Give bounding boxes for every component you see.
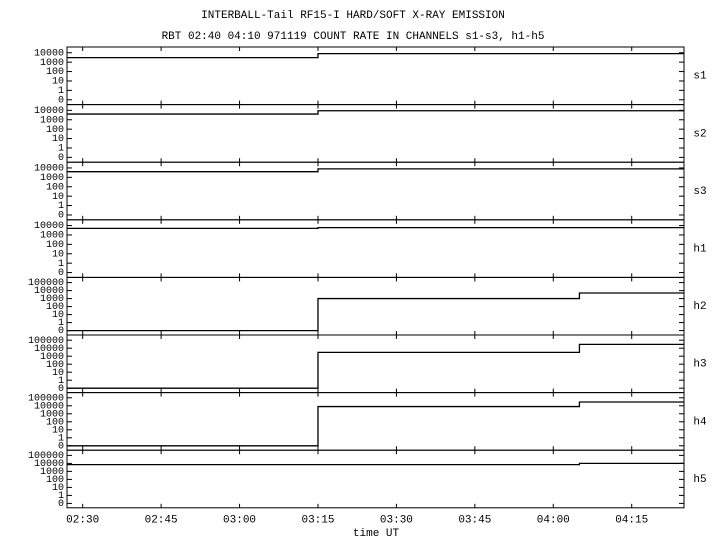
panel-frame — [66, 161, 685, 221]
y-tick-label: 1 — [58, 259, 64, 270]
y-tick-label: 100000 — [28, 278, 64, 289]
x-tick-label: 02:30 — [66, 515, 99, 527]
y-tick-label: 100 — [46, 360, 64, 371]
y-tick-label: 0 — [58, 499, 64, 510]
y-tick-label: 0 — [58, 268, 64, 279]
y-tick-label: 10000 — [34, 344, 64, 355]
y-tick-label: 1000 — [40, 467, 64, 478]
y-tick-label: 10000 — [34, 459, 64, 470]
panel-frame — [66, 104, 685, 163]
y-tick-label: 0 — [58, 153, 64, 164]
y-tick-label: 0 — [58, 211, 64, 222]
y-tick-label: 100 — [46, 67, 64, 78]
y-tick-label: 10 — [52, 134, 64, 145]
y-tick-label: 100 — [46, 240, 64, 251]
y-tick-label: 1 — [58, 144, 64, 155]
x-tick-label: 04:15 — [615, 515, 648, 527]
y-tick-label: 1000 — [40, 115, 64, 126]
y-tick-label: 0 — [58, 384, 64, 395]
y-tick-label: 100 — [46, 182, 64, 193]
y-tick-label: 1 — [58, 433, 64, 444]
y-tick-label: 10 — [52, 77, 64, 88]
panel-frame — [66, 449, 685, 509]
y-tick-label: 100000 — [28, 451, 64, 462]
panel-label: s3 — [693, 186, 706, 198]
y-tick-label: 10000 — [34, 106, 64, 117]
y-tick-label: 1 — [58, 376, 64, 387]
data-line — [67, 226, 684, 230]
data-line — [67, 168, 684, 173]
data-line — [67, 462, 684, 466]
data-line — [67, 343, 684, 389]
y-tick-label: 10000 — [34, 286, 64, 297]
data-line — [67, 401, 684, 447]
data-line — [67, 292, 684, 332]
panel-label: s1 — [693, 71, 707, 83]
y-tick-label: 1 — [58, 318, 64, 329]
y-tick-label: 10000 — [34, 164, 64, 175]
data-line — [67, 110, 684, 115]
x-tick-label: 04:00 — [537, 515, 570, 527]
y-tick-label: 10000 — [34, 401, 64, 412]
y-tick-label: 100000 — [28, 393, 64, 404]
y-tick-label: 1000 — [40, 173, 64, 184]
y-tick-label: 1000 — [40, 58, 64, 69]
x-tick-label: 03:00 — [223, 515, 256, 527]
x-axis-label: time UT — [353, 528, 400, 540]
y-tick-label: 0 — [58, 326, 64, 337]
x-tick-label: 03:45 — [458, 515, 491, 527]
panel-frame — [66, 46, 685, 106]
panel-label: h1 — [693, 244, 707, 256]
y-tick-label: 1000 — [40, 294, 64, 305]
y-tick-label: 10 — [52, 483, 64, 494]
y-tick-label: 100 — [46, 475, 64, 486]
y-tick-label: 100 — [46, 417, 64, 428]
y-tick-label: 1 — [58, 86, 64, 97]
panel-label: h5 — [693, 474, 706, 486]
y-tick-label: 10 — [52, 249, 64, 260]
y-tick-label: 1000 — [40, 352, 64, 363]
chart-subtitle: RBT 02:40 04:10 971119 COUNT RATE IN CHA… — [162, 31, 545, 43]
y-tick-label: 1 — [58, 491, 64, 502]
panel-frame — [66, 276, 685, 336]
panel-label: h4 — [693, 416, 707, 428]
x-tick-label: 03:30 — [380, 515, 413, 527]
panel-frame — [66, 392, 685, 451]
y-tick-label: 100000 — [28, 336, 64, 347]
y-tick-label: 0 — [58, 95, 64, 106]
chart-title: INTERBALL-Tail RF15-I HARD/SOFT X-RAY EM… — [201, 10, 505, 22]
y-tick-label: 10000 — [34, 48, 64, 59]
y-tick-label: 10 — [52, 310, 64, 321]
panel-label: h3 — [693, 359, 706, 371]
y-tick-label: 100 — [46, 302, 64, 313]
y-tick-label: 1 — [58, 201, 64, 212]
y-tick-label: 10 — [52, 368, 64, 379]
y-tick-label: 10 — [52, 425, 64, 436]
y-tick-label: 10000 — [34, 221, 64, 232]
y-tick-label: 10 — [52, 192, 64, 203]
x-tick-label: 03:15 — [301, 515, 334, 527]
y-tick-label: 0 — [58, 441, 64, 452]
panel-label: h2 — [693, 301, 706, 313]
panel-label: s2 — [693, 128, 706, 140]
y-tick-label: 1000 — [40, 231, 64, 242]
x-tick-label: 02:45 — [145, 515, 178, 527]
y-tick-label: 1000 — [40, 409, 64, 420]
data-line — [67, 53, 684, 59]
panel-frame — [66, 334, 685, 394]
y-tick-label: 100 — [46, 125, 64, 136]
